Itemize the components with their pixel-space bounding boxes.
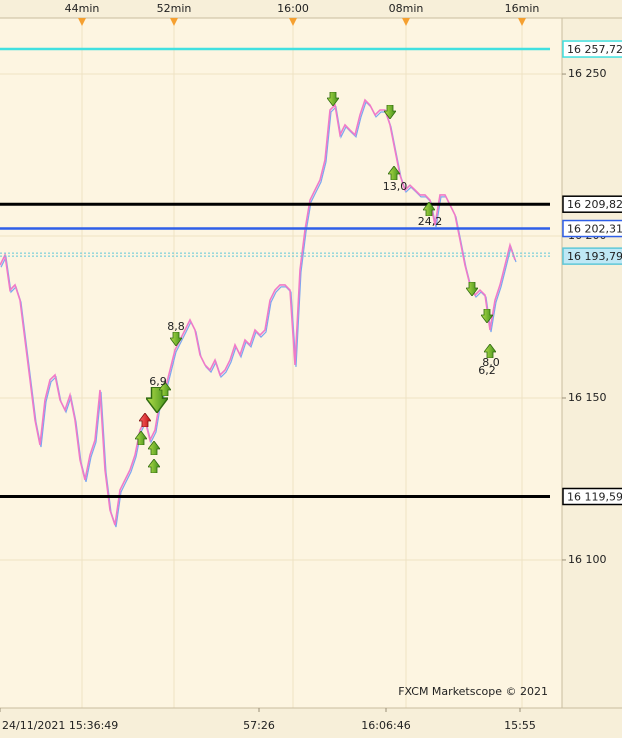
tick-marker (402, 18, 410, 26)
y-tick-label: 16 250 (568, 67, 607, 80)
level-label: 16 209,82 (567, 198, 622, 211)
annotation: 13,0 (383, 180, 408, 193)
axis-background (562, 18, 622, 708)
annotation: 24,2 (418, 215, 443, 228)
tick-marker (170, 18, 178, 26)
tick-marker (78, 18, 86, 26)
level-label-box (562, 247, 622, 265)
annotation: 6,2 (478, 364, 496, 377)
tick-marker (289, 18, 297, 26)
level-label-box (562, 40, 622, 58)
x-tick-label: 24/11/2021 15:36:49 (2, 719, 118, 732)
watermark: FXCM Marketscope © 2021 (398, 685, 548, 698)
annotation: 6,9 (149, 375, 167, 388)
level-label: 16 202,31 (567, 223, 622, 236)
x-tick-label: 44min (65, 2, 100, 15)
grid (0, 18, 562, 708)
price-line (0, 98, 516, 526)
level-label: 16 193,79 (567, 250, 622, 263)
level-label-box (562, 195, 622, 213)
y-tick-label: 16 100 (568, 553, 607, 566)
x-tick-label: 15:55 (504, 719, 536, 732)
annotation: 8,0 (482, 356, 500, 369)
x-tick-label: 08min (389, 2, 424, 15)
level-label-box (562, 487, 622, 506)
x-tick-label: 16:06:46 (361, 719, 410, 732)
x-tick-label: 52min (157, 2, 192, 15)
x-tick-label: 16min (505, 2, 540, 15)
x-tick-label: 57:26 (243, 719, 275, 732)
level-label: 16 257,72 (567, 43, 622, 56)
plot-background (0, 18, 562, 708)
level-label-box (562, 219, 622, 238)
y-tick-label: 16 150 (568, 391, 607, 404)
annotation: 8,8 (167, 320, 185, 333)
tick-marker (518, 18, 526, 26)
series (0, 47, 550, 528)
level-label: 16 119,59 (567, 490, 622, 503)
x-tick-label: 16:00 (277, 2, 309, 15)
